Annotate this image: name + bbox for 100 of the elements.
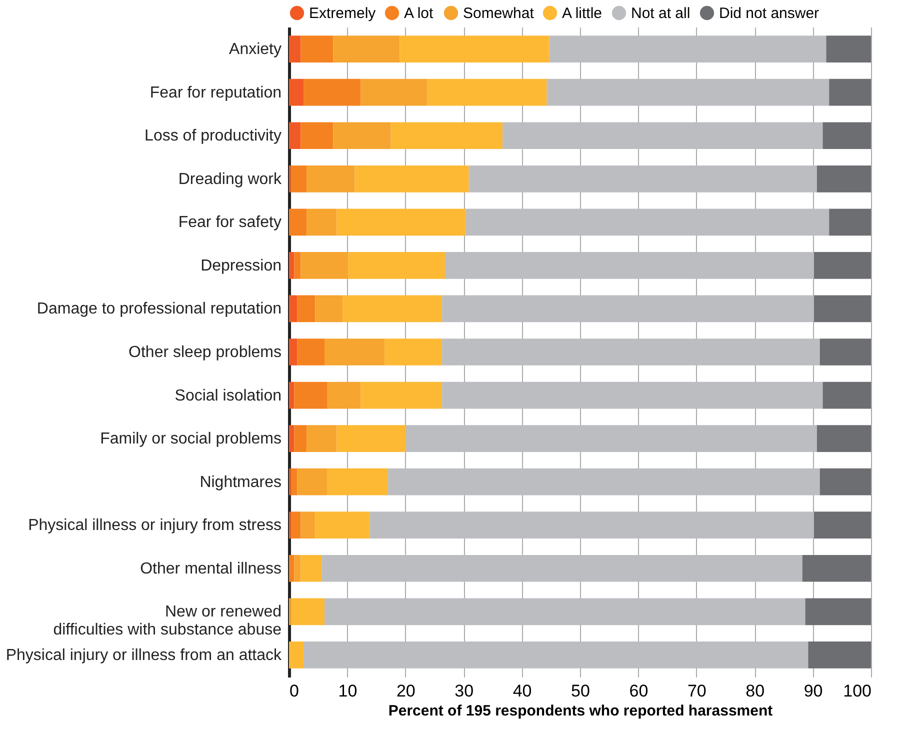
bar bbox=[426, 78, 547, 106]
bar bbox=[327, 382, 361, 409]
bar bbox=[289, 425, 294, 452]
legend-label: A lot bbox=[404, 5, 434, 22]
bar bbox=[808, 642, 871, 668]
bar bbox=[315, 295, 343, 322]
bar bbox=[306, 208, 337, 236]
bar bbox=[300, 554, 322, 582]
y-tick-label: Depression bbox=[200, 257, 282, 274]
x-axis-title: Percent of 195 respondents who reported harassment bbox=[388, 702, 773, 720]
x-tick-label: 90 bbox=[804, 682, 823, 700]
bar bbox=[297, 468, 328, 496]
bar bbox=[546, 78, 830, 106]
bar bbox=[336, 425, 406, 452]
bar bbox=[400, 36, 550, 62]
bar bbox=[290, 165, 306, 192]
y-tick-label: Fear for reputation bbox=[150, 84, 282, 102]
bar bbox=[289, 122, 301, 150]
y-tick-label: Social isolation bbox=[174, 387, 282, 404]
bar bbox=[289, 382, 294, 409]
bar bbox=[333, 122, 391, 150]
bar bbox=[297, 338, 324, 366]
bar bbox=[304, 78, 361, 106]
bar bbox=[820, 468, 871, 496]
bar bbox=[549, 36, 826, 62]
bar bbox=[814, 512, 871, 539]
bar bbox=[297, 295, 316, 322]
bar bbox=[290, 468, 298, 496]
y-tick-label: Physical illness or injury from stress bbox=[28, 517, 282, 534]
legend-label: A little bbox=[562, 5, 602, 22]
y-tick-label: Loss of productivity bbox=[144, 128, 282, 145]
bar bbox=[370, 512, 814, 539]
legend-label: Extremely bbox=[309, 5, 376, 22]
bar bbox=[315, 512, 370, 539]
x-tick-label: 50 bbox=[571, 682, 590, 700]
bar bbox=[816, 425, 871, 452]
bar bbox=[802, 554, 871, 582]
bar bbox=[304, 642, 808, 668]
bar bbox=[502, 122, 823, 150]
bar bbox=[826, 36, 871, 62]
y-tick-label: Physical injury or illness from an attack bbox=[6, 646, 282, 664]
bar bbox=[829, 208, 871, 236]
bar bbox=[354, 165, 469, 192]
bar bbox=[294, 425, 306, 452]
bar bbox=[390, 122, 503, 150]
bar bbox=[805, 598, 871, 626]
x-tick-label: 100 bbox=[843, 682, 872, 700]
bar bbox=[294, 554, 301, 582]
bar bbox=[814, 252, 871, 279]
x-tick-label: 10 bbox=[338, 682, 358, 700]
bar bbox=[324, 338, 384, 366]
bar bbox=[290, 512, 301, 539]
legend-label: Did not answer bbox=[719, 5, 820, 22]
x-tick-label: 80 bbox=[746, 682, 765, 700]
bar bbox=[333, 36, 400, 62]
bar bbox=[336, 208, 466, 236]
bar bbox=[406, 425, 817, 452]
x-tick-label: 40 bbox=[512, 682, 532, 700]
bar bbox=[289, 554, 294, 582]
bar bbox=[300, 36, 334, 62]
bar bbox=[442, 382, 823, 409]
bar bbox=[384, 338, 442, 366]
bar bbox=[816, 165, 871, 192]
y-tick-label: Anxiety bbox=[229, 41, 282, 58]
y-tick-label: Damage to professional reputation bbox=[36, 300, 282, 318]
y-tick-label: Nightmares bbox=[200, 474, 282, 491]
bar bbox=[289, 36, 301, 62]
bar bbox=[820, 338, 871, 366]
legend-label: Somewhat bbox=[463, 5, 535, 22]
bar bbox=[289, 338, 298, 366]
bar bbox=[290, 598, 324, 626]
bar bbox=[388, 468, 820, 496]
y-tick-label: Fear for safety bbox=[178, 214, 282, 232]
bar bbox=[442, 295, 814, 322]
bar bbox=[360, 78, 427, 106]
bar bbox=[324, 598, 806, 626]
bar bbox=[289, 252, 294, 279]
bar bbox=[289, 295, 298, 322]
bar bbox=[289, 78, 304, 106]
x-tick-label: 30 bbox=[454, 682, 474, 700]
bar bbox=[294, 252, 301, 279]
bar bbox=[306, 425, 337, 452]
x-tick-label: 70 bbox=[687, 682, 706, 700]
y-tick-label: New or renewed difficulties with substance abuse bbox=[53, 604, 282, 639]
bar bbox=[327, 468, 388, 496]
bar bbox=[300, 252, 348, 279]
bar bbox=[300, 512, 316, 539]
y-tick-label: Family or social problems bbox=[100, 430, 282, 448]
bar bbox=[466, 208, 830, 236]
legend-label: Not at all bbox=[631, 5, 690, 22]
bar bbox=[289, 642, 304, 668]
bar bbox=[322, 554, 802, 582]
bar bbox=[442, 338, 820, 366]
y-tick-label: Other mental illness bbox=[140, 560, 282, 578]
bar bbox=[822, 382, 871, 409]
bar bbox=[814, 295, 871, 322]
bar bbox=[289, 208, 306, 236]
bar bbox=[306, 165, 355, 192]
bar bbox=[444, 252, 814, 279]
bar bbox=[360, 382, 442, 409]
